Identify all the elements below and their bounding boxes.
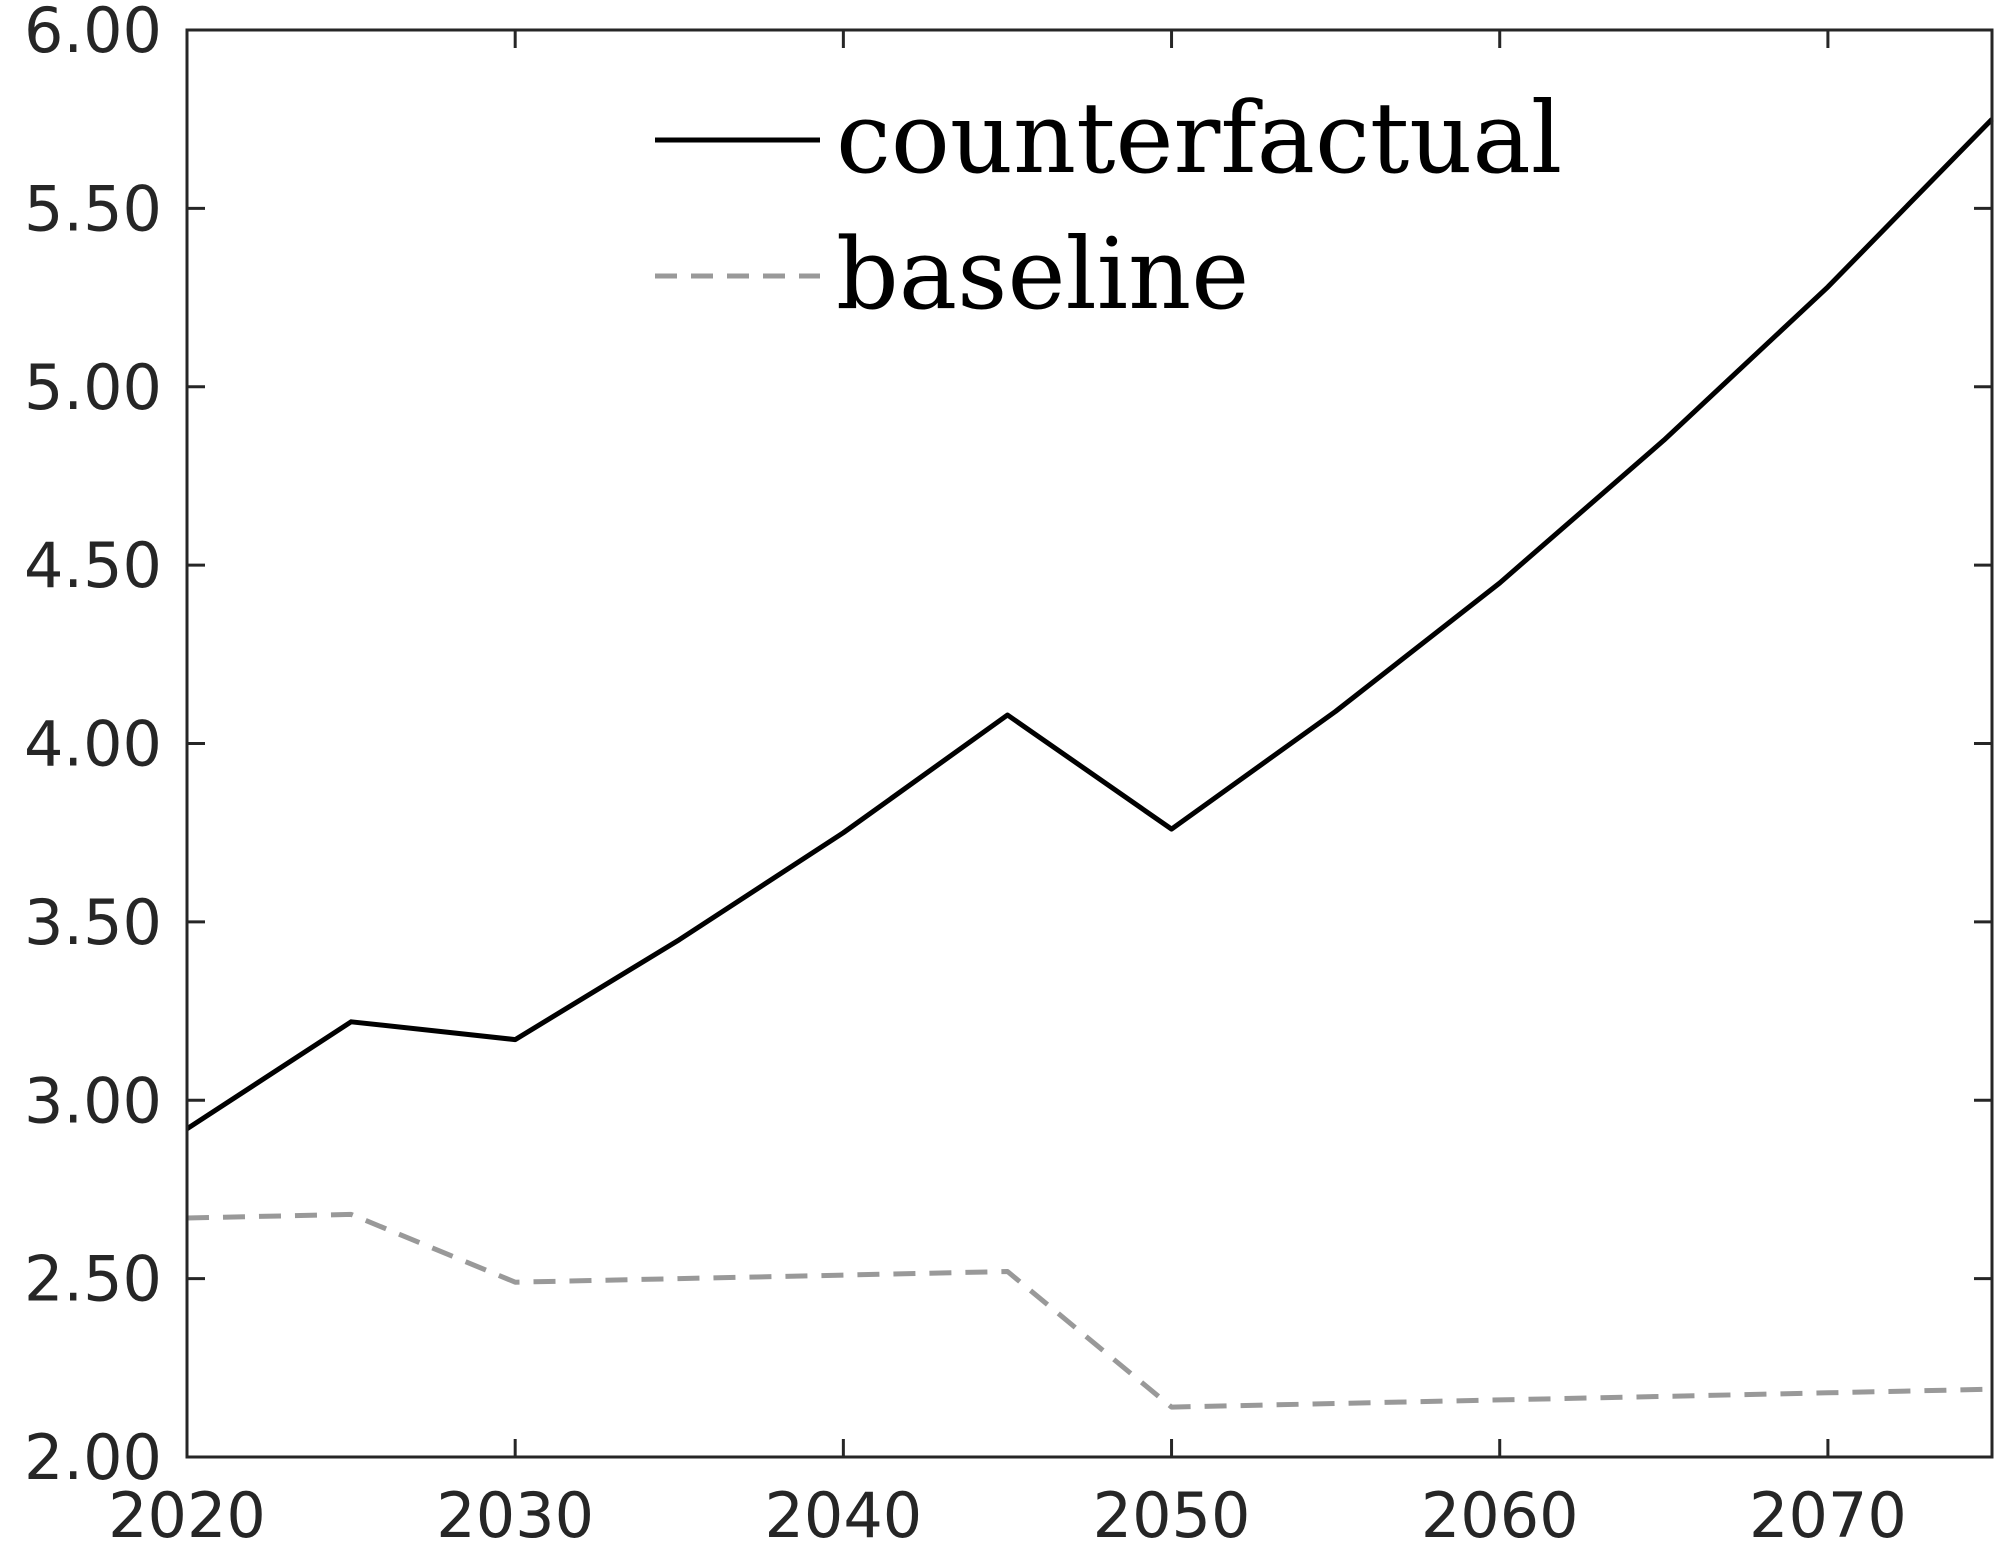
plot-background <box>187 30 1992 1457</box>
legend-label-baseline: baseline <box>836 218 1249 332</box>
y-tick-label: 4.00 <box>24 708 162 781</box>
y-tick-label: 2.00 <box>24 1421 162 1494</box>
x-tick-label: 2040 <box>764 1479 922 1552</box>
y-tick-label: 5.00 <box>24 351 162 424</box>
x-tick-label: 2050 <box>1093 1479 1251 1552</box>
legend-label-counterfactual: counterfactual <box>836 82 1562 196</box>
x-tick-label: 2070 <box>1749 1479 1907 1552</box>
plot-area <box>187 30 1992 1457</box>
y-tick-label: 3.50 <box>24 886 162 959</box>
y-tick-label: 4.50 <box>24 529 162 602</box>
x-tick-label: 2030 <box>436 1479 594 1552</box>
y-tick-label: 3.00 <box>24 1064 162 1137</box>
legend: counterfactual baseline <box>655 82 1562 332</box>
x-tick-label: 2020 <box>108 1479 266 1552</box>
y-tick-label: 5.50 <box>24 172 162 245</box>
x-tick-label: 2060 <box>1421 1479 1579 1552</box>
series-line-counterfactual <box>185 117 1994 1131</box>
y-tick-label: 2.50 <box>24 1243 162 1316</box>
y-tick-label: 6.00 <box>24 0 162 67</box>
series-group <box>185 117 1994 1410</box>
series-line-baseline <box>186 1211 1993 1410</box>
axes-group: 2020 2030 2040 2050 2060 2070 2.00 2.50 3.00 3.50… <box>24 0 1994 1552</box>
